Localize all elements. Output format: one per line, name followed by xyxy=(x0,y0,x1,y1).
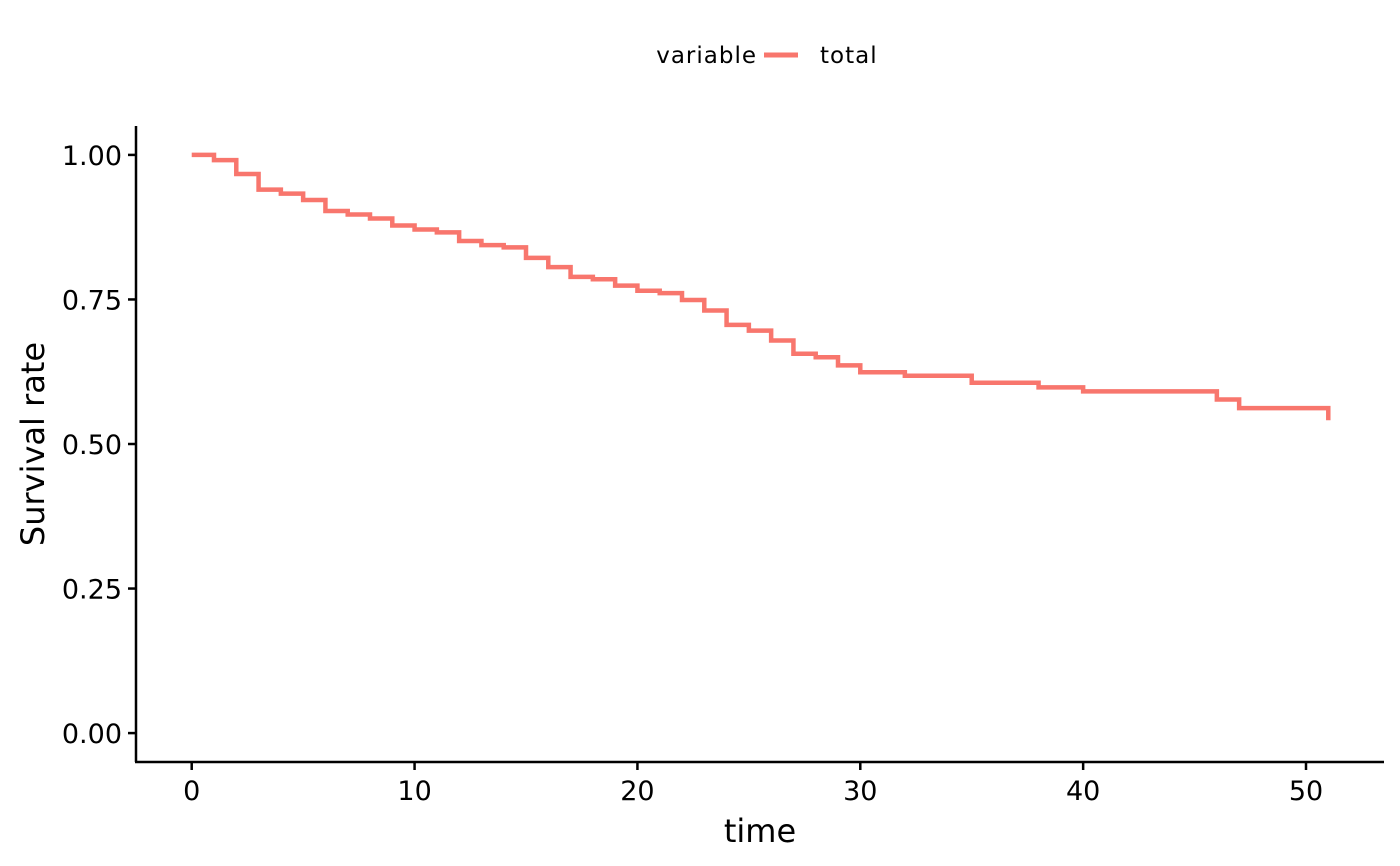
y-tick-label: 1.00 xyxy=(62,141,122,172)
x-ticks: 0 10 20 30 40 50 xyxy=(183,762,1323,807)
x-tick-label: 50 xyxy=(1289,776,1323,807)
y-tick-label: 0.00 xyxy=(62,719,122,750)
x-axis-title: time xyxy=(724,812,796,850)
y-tick-label: 0.50 xyxy=(62,430,122,461)
x-tick-label: 30 xyxy=(843,776,877,807)
series-line-total xyxy=(191,152,1331,421)
x-tick-label: 20 xyxy=(620,776,654,807)
plot-area xyxy=(191,152,1331,421)
x-tick-label: 10 xyxy=(397,776,431,807)
x-tick-label: 40 xyxy=(1066,776,1100,807)
x-tick-label: 0 xyxy=(183,776,200,807)
y-axis-title: Survival rate xyxy=(14,342,52,546)
legend-label-total: total xyxy=(820,43,878,69)
legend-title: variable xyxy=(656,43,757,69)
legend: variable total xyxy=(656,43,878,69)
y-tick-label: 0.75 xyxy=(62,285,122,316)
y-tick-label: 0.25 xyxy=(62,575,122,606)
y-ticks: 0.00 0.25 0.50 0.75 1.00 xyxy=(62,141,136,750)
